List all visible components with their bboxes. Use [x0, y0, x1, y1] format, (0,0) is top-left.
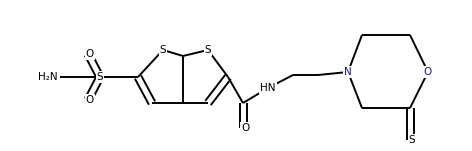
Text: S: S — [409, 135, 415, 145]
Text: N: N — [344, 67, 352, 77]
Text: O: O — [86, 95, 94, 105]
Text: HN: HN — [260, 83, 276, 93]
Text: S: S — [205, 45, 211, 55]
Text: O: O — [241, 123, 249, 133]
Text: S: S — [97, 72, 103, 82]
Text: O: O — [424, 67, 432, 77]
Text: H₂N: H₂N — [38, 72, 58, 82]
Text: S: S — [160, 45, 166, 55]
Text: O: O — [86, 49, 94, 59]
